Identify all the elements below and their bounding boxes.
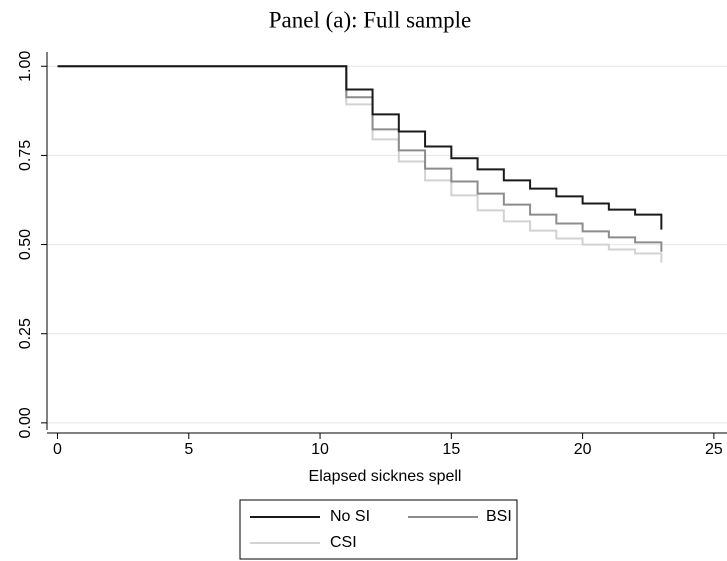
legend-label: BSI [486, 508, 512, 525]
step-line [57, 65, 663, 263]
step-line [57, 65, 663, 252]
y-tick-label: 0.50 [17, 229, 34, 260]
x-tick-label: 15 [442, 441, 460, 458]
legend-label: No SI [330, 508, 370, 525]
x-tick-label: 25 [705, 441, 723, 458]
x-tick-label: 0 [53, 441, 62, 458]
x-tick-label: 5 [184, 441, 193, 458]
y-tick-label: 0.25 [17, 318, 34, 349]
x-axis-title: Elapsed sicknes spell [309, 468, 462, 485]
chart-title: Panel (a): Full sample [269, 7, 472, 32]
step-line [57, 65, 663, 230]
x-tick-label: 20 [574, 441, 592, 458]
y-tick-label: 0.00 [17, 407, 34, 438]
x-tick-label: 10 [311, 441, 329, 458]
legend-box [239, 499, 518, 560]
y-tick-label: 0.75 [17, 140, 34, 171]
y-tick-label: 1.00 [17, 51, 34, 82]
legend-label: CSI [330, 534, 357, 551]
